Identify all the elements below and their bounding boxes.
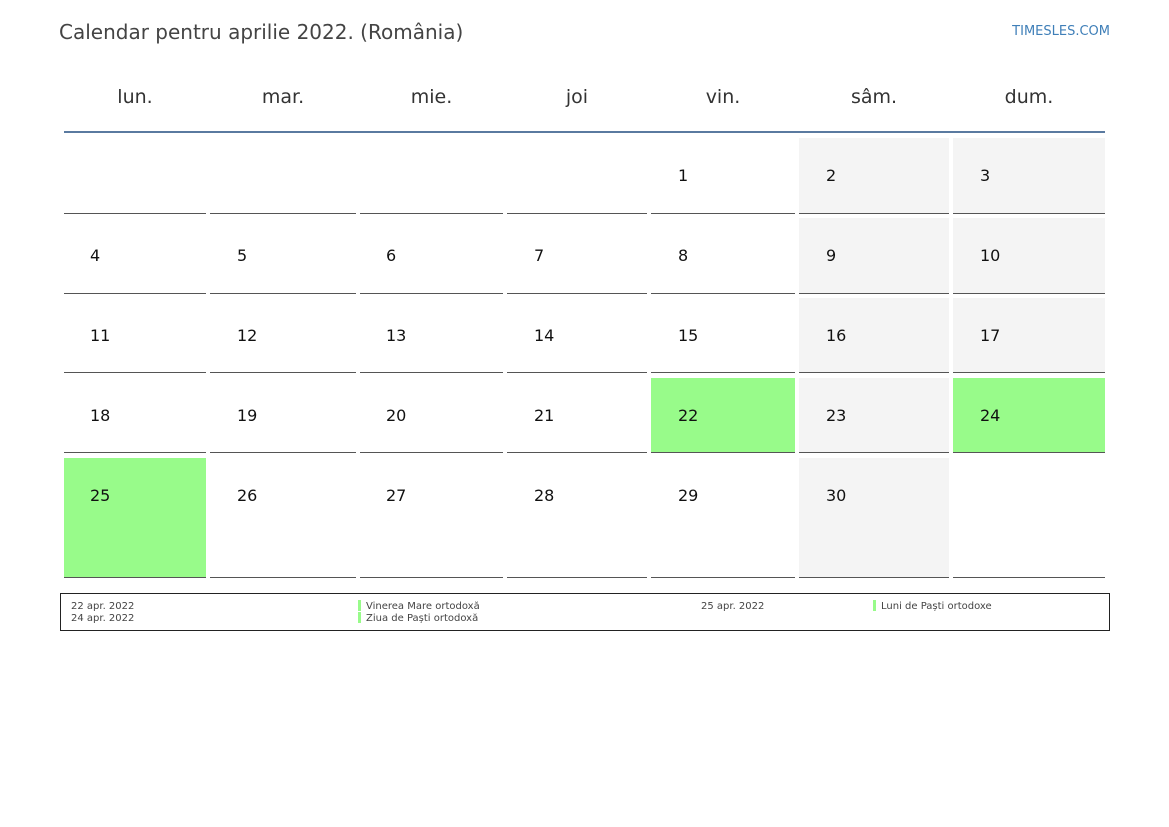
weekday-header-fri: vin. — [705, 86, 741, 108]
day-cell[interactable]: 30 — [799, 458, 949, 578]
day-number: 25 — [90, 486, 111, 505]
empty-day-cell — [953, 458, 1105, 578]
day-number: 7 — [534, 246, 545, 265]
day-cell[interactable]: 5 — [210, 218, 356, 294]
day-number: 18 — [90, 406, 111, 425]
day-cell[interactable]: 2 — [799, 138, 949, 214]
day-number: 26 — [237, 486, 258, 505]
empty-day-cell — [360, 138, 503, 214]
day-number: 13 — [386, 326, 407, 345]
day-cell[interactable]: 8 — [651, 218, 795, 294]
empty-day-cell — [210, 138, 356, 214]
legend-holiday-name: Luni de Paști ortodoxe — [881, 601, 992, 612]
weekday-header-mon: lun. — [117, 86, 153, 108]
weekday-header-sun: dum. — [1004, 86, 1054, 108]
day-cell[interactable]: 10 — [953, 218, 1105, 294]
day-number: 28 — [534, 486, 555, 505]
day-number: 23 — [826, 406, 847, 425]
day-cell[interactable]: 9 — [799, 218, 949, 294]
day-cell[interactable]: 27 — [360, 458, 503, 578]
legend-holiday-name: Ziua de Paști ortodoxă — [366, 613, 479, 624]
day-cell[interactable]: 21 — [507, 378, 647, 453]
day-number: 9 — [826, 246, 837, 265]
day-number: 24 — [980, 406, 1001, 425]
day-number: 8 — [678, 246, 689, 265]
empty-day-cell — [64, 138, 206, 214]
legend-date: 24 apr. 2022 — [71, 613, 135, 624]
weekday-header-tue: mar. — [261, 86, 305, 108]
day-number: 27 — [386, 486, 407, 505]
header-divider — [64, 131, 1105, 133]
day-number: 19 — [237, 406, 258, 425]
day-cell[interactable]: 29 — [651, 458, 795, 578]
day-number: 4 — [90, 246, 101, 265]
day-number: 11 — [90, 326, 111, 345]
day-number: 6 — [386, 246, 397, 265]
day-cell[interactable]: 15 — [651, 298, 795, 373]
legend-holiday-name: Vinerea Mare ortodoxă — [366, 601, 480, 612]
empty-day-cell — [507, 138, 647, 214]
day-number: 22 — [678, 406, 699, 425]
day-number: 17 — [980, 326, 1001, 345]
day-number: 10 — [980, 246, 1001, 265]
day-cell[interactable]: 28 — [507, 458, 647, 578]
day-cell[interactable]: 11 — [64, 298, 206, 373]
day-cell[interactable]: 26 — [210, 458, 356, 578]
day-number: 14 — [534, 326, 555, 345]
day-cell[interactable]: 17 — [953, 298, 1105, 373]
day-number: 30 — [826, 486, 847, 505]
day-number: 12 — [237, 326, 258, 345]
day-cell[interactable]: 7 — [507, 218, 647, 294]
day-cell[interactable]: 3 — [953, 138, 1105, 214]
day-cell[interactable]: 13 — [360, 298, 503, 373]
weekday-header-wed: mie. — [410, 86, 453, 108]
day-cell[interactable]: 14 — [507, 298, 647, 373]
legend-color-swatch — [358, 600, 361, 611]
day-cell[interactable]: 18 — [64, 378, 206, 453]
day-number: 20 — [386, 406, 407, 425]
day-number: 3 — [980, 166, 991, 185]
day-cell[interactable]: 22 — [651, 378, 795, 453]
day-number: 16 — [826, 326, 847, 345]
day-cell[interactable]: 16 — [799, 298, 949, 373]
day-cell[interactable]: 25 — [64, 458, 206, 578]
legend-date: 25 apr. 2022 — [701, 601, 765, 612]
day-number: 2 — [826, 166, 837, 185]
day-cell[interactable]: 23 — [799, 378, 949, 453]
day-number: 15 — [678, 326, 699, 345]
day-cell[interactable]: 24 — [953, 378, 1105, 453]
day-number: 5 — [237, 246, 248, 265]
holiday-legend: 22 apr. 2022 Vinerea Mare ortodoxă 24 ap… — [60, 593, 1110, 631]
weekday-header-thu: joi — [565, 86, 589, 108]
day-cell[interactable]: 4 — [64, 218, 206, 294]
weekday-header-row: lun. mar. mie. joi vin. sâm. dum. — [0, 86, 1169, 116]
page-title: Calendar pentru aprilie 2022. (România) — [59, 20, 464, 44]
day-cell[interactable]: 6 — [360, 218, 503, 294]
day-number: 21 — [534, 406, 555, 425]
day-cell[interactable]: 20 — [360, 378, 503, 453]
day-cell[interactable]: 1 — [651, 138, 795, 214]
day-cell[interactable]: 19 — [210, 378, 356, 453]
day-number: 1 — [678, 166, 689, 185]
day-number: 29 — [678, 486, 699, 505]
day-cell[interactable]: 12 — [210, 298, 356, 373]
legend-color-swatch — [873, 600, 876, 611]
weekday-header-sat: sâm. — [850, 86, 898, 108]
legend-color-swatch — [358, 612, 361, 623]
brand-link[interactable]: TIMESLES.COM — [1012, 24, 1110, 39]
legend-date: 22 apr. 2022 — [71, 601, 135, 612]
